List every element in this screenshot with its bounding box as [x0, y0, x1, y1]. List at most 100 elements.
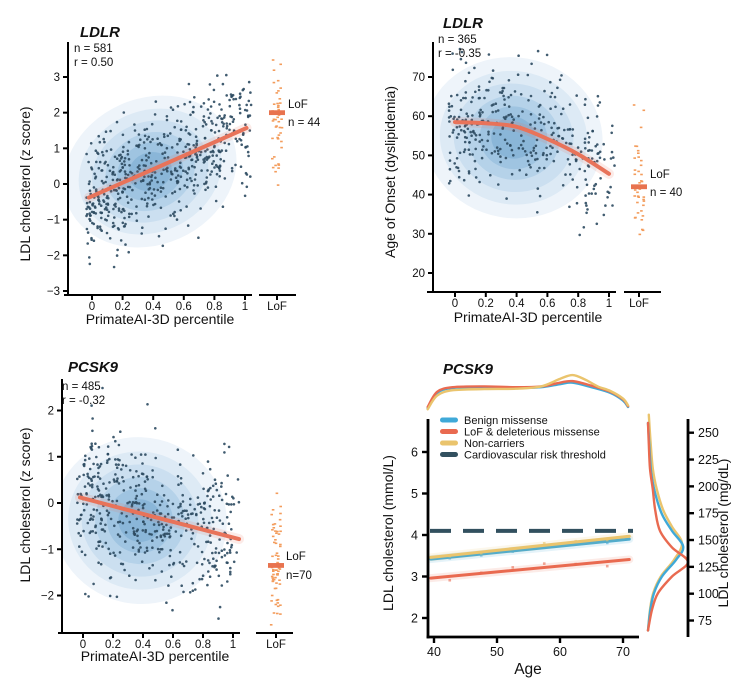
- data-point: [111, 178, 115, 182]
- data-point: [122, 489, 126, 492]
- data-point: [121, 133, 125, 137]
- data-point: [202, 102, 206, 105]
- data-point: [249, 91, 252, 94]
- data-point: [127, 140, 131, 144]
- data-point: [182, 590, 185, 594]
- data-point: [193, 96, 196, 99]
- data-point: [143, 551, 147, 554]
- data-point: [447, 109, 451, 112]
- data-point: [239, 165, 243, 168]
- data-point: [575, 201, 579, 205]
- data-point: [480, 138, 484, 142]
- lof-point: [276, 602, 280, 604]
- data-point: [506, 142, 509, 145]
- data-point: [171, 108, 175, 111]
- data-point: [496, 109, 500, 112]
- data-point: [574, 159, 578, 163]
- data-point: [135, 211, 138, 215]
- lof-point: [277, 163, 280, 165]
- data-point: [568, 163, 572, 166]
- data-point: [88, 518, 92, 521]
- data-point: [156, 547, 160, 551]
- data-point: [123, 187, 127, 191]
- data-point: [113, 155, 117, 159]
- data-point: [112, 478, 116, 481]
- data-point: [106, 194, 109, 198]
- data-point: [464, 91, 468, 94]
- data-point: [612, 156, 615, 159]
- data-point: [249, 175, 252, 178]
- data-point: [596, 143, 599, 146]
- data-point: [98, 225, 102, 228]
- data-point: [169, 178, 173, 181]
- data-point: [230, 503, 233, 506]
- data-point: [82, 529, 85, 533]
- data-point: [193, 507, 196, 511]
- data-point: [85, 214, 88, 218]
- data-point: [141, 226, 144, 229]
- lof-n-label: n = 40: [650, 187, 682, 199]
- data-point: [178, 165, 182, 168]
- data-point: [160, 172, 163, 176]
- data-point: [499, 133, 502, 136]
- data-point: [108, 552, 112, 555]
- data-point: [112, 265, 116, 269]
- data-point: [132, 530, 136, 533]
- data-point: [485, 148, 488, 151]
- data-point: [185, 560, 188, 563]
- data-point: [209, 112, 212, 115]
- data-point: [468, 141, 471, 144]
- data-point: [223, 548, 226, 551]
- data-point: [159, 534, 163, 537]
- data-point: [143, 175, 146, 179]
- data-point: [106, 214, 110, 218]
- data-point: [222, 122, 225, 126]
- data-point: [220, 584, 224, 587]
- data-point: [607, 191, 611, 195]
- data-point: [173, 214, 176, 218]
- data-point: [116, 178, 119, 181]
- data-point: [119, 562, 123, 566]
- data-point: [477, 85, 481, 88]
- lof-point: [271, 509, 275, 511]
- x-tick-label: 0.6: [539, 298, 555, 310]
- data-point: [150, 122, 154, 126]
- data-point: [88, 207, 92, 210]
- data-point: [101, 150, 104, 154]
- data-point: [225, 502, 229, 506]
- data-point: [552, 159, 556, 163]
- data-point: [123, 163, 127, 167]
- data-point: [162, 533, 165, 536]
- data-point: [199, 105, 203, 108]
- data-point: [185, 509, 188, 513]
- data-point: [102, 137, 105, 141]
- lof-point: [633, 157, 636, 159]
- data-point: [109, 517, 113, 521]
- data-point: [591, 129, 594, 133]
- data-point: [137, 550, 141, 553]
- data-point: [534, 144, 538, 148]
- data-point: [232, 560, 236, 564]
- lof-point: [274, 603, 278, 606]
- data-point: [121, 221, 125, 225]
- data-point: [177, 512, 180, 516]
- data-point: [190, 179, 193, 183]
- data-point: [117, 228, 121, 231]
- data-point: [557, 126, 561, 130]
- data-point: [93, 172, 96, 176]
- data-point: [467, 148, 471, 151]
- data-point: [494, 102, 498, 105]
- data-point: [212, 160, 215, 163]
- data-point: [76, 501, 79, 505]
- data-point: [220, 108, 223, 111]
- data-point: [118, 458, 121, 462]
- data-point: [522, 139, 525, 143]
- data-point: [84, 454, 87, 458]
- data-point: [150, 533, 153, 536]
- data-point: [91, 483, 94, 486]
- data-point: [115, 120, 119, 124]
- data-point: [557, 134, 560, 138]
- data-point: [246, 115, 250, 119]
- data-point: [108, 457, 111, 461]
